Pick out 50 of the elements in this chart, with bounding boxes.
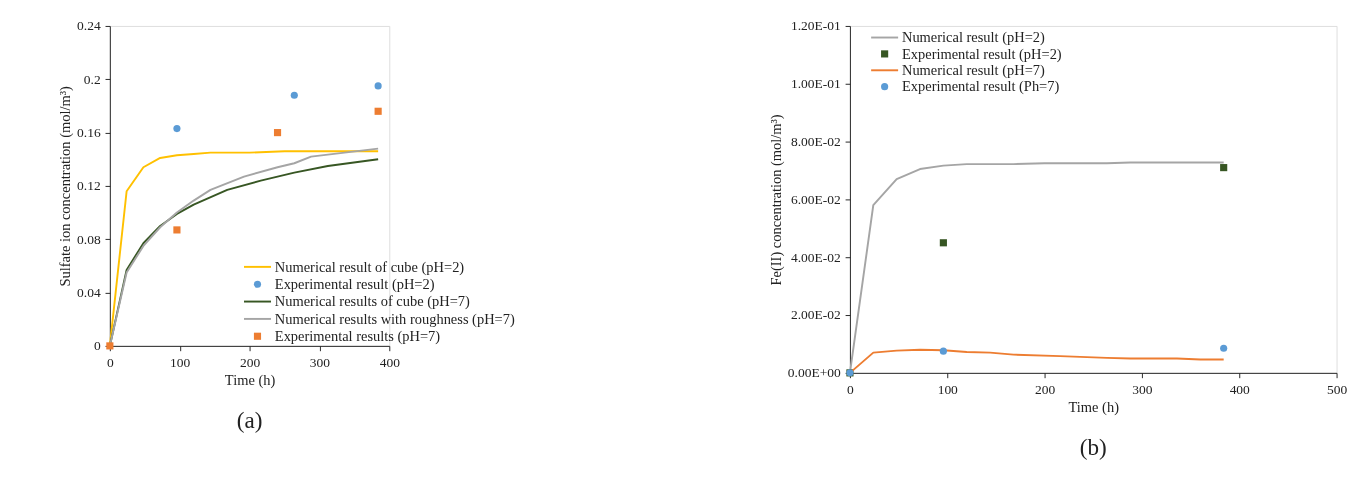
point <box>173 125 181 133</box>
y-tick-label: 0.04 <box>77 284 101 300</box>
text: (a) <box>236 406 263 433</box>
x-tick-label: 500 <box>1326 381 1348 397</box>
x-tick-label: 300 <box>1132 381 1153 397</box>
x-tick-label: 200 <box>1034 381 1056 397</box>
x-tick-label: 100 <box>170 354 191 370</box>
y-tick-label: 2.00E-02 <box>790 307 841 323</box>
point <box>1220 344 1228 352</box>
x-tick-label: 100 <box>937 381 959 397</box>
legend-label: Numerical result (pH=2) <box>901 29 1046 47</box>
x-tick-label: 200 <box>239 354 261 370</box>
y-tick-label: 1.20E-01 <box>790 18 841 34</box>
x-tick-label: 400 <box>1229 381 1251 397</box>
legend-label: Experimental result (Ph=7) <box>901 78 1060 96</box>
point <box>1220 164 1228 172</box>
point <box>173 226 181 234</box>
y-axis-title: Sulfate ion concentration (mol/m³) <box>57 86 75 287</box>
y-tick-label: 8.00E-02 <box>790 133 841 149</box>
point <box>939 347 947 355</box>
x-tick-label: 0 <box>847 381 855 397</box>
y-tick-label: 0.24 <box>77 18 101 34</box>
point <box>290 91 298 99</box>
y-tick-label: 4.00E-02 <box>790 249 841 265</box>
y-tick-label: 1.00E-01 <box>790 76 841 92</box>
legend-label: Numerical result (pH=7) <box>901 62 1046 80</box>
y-tick-label: 0.2 <box>83 71 101 87</box>
x-tick-label: 400 <box>379 354 401 370</box>
x-tick-label: 0 <box>106 354 114 370</box>
x-tick-label: 300 <box>309 354 331 370</box>
point <box>939 239 947 247</box>
legend-label: Experimental results (pH=7) <box>274 328 441 346</box>
y-tick-label: 0.00E+00 <box>787 365 842 381</box>
y-tick-label: 0.12 <box>77 178 101 194</box>
legend-label: Numerical results of cube (pH=7) <box>274 293 470 311</box>
point <box>273 129 282 137</box>
legend-label: Experimental result (pH=2) <box>274 276 435 294</box>
legend-label: Numerical results with roughness (pH=7) <box>274 310 515 328</box>
point <box>374 107 382 115</box>
legend-label: Experimental result (pH=2) <box>901 45 1062 63</box>
y-tick-label: 0.08 <box>77 231 101 247</box>
x-axis-title: Time (h) <box>224 371 276 389</box>
y-tick-label: 6.00E-02 <box>790 191 841 207</box>
legend-label: Numerical result of cube (pH=2) <box>274 258 465 276</box>
y-axis-title: Fe(II) concentration (mol/m³) <box>768 114 786 286</box>
point <box>374 82 382 90</box>
text: (b) <box>1079 433 1107 460</box>
y-tick-label: 0.16 <box>77 124 101 140</box>
x-axis-title: Time (h) <box>1068 398 1120 416</box>
y-tick-label: 0 <box>93 338 101 354</box>
